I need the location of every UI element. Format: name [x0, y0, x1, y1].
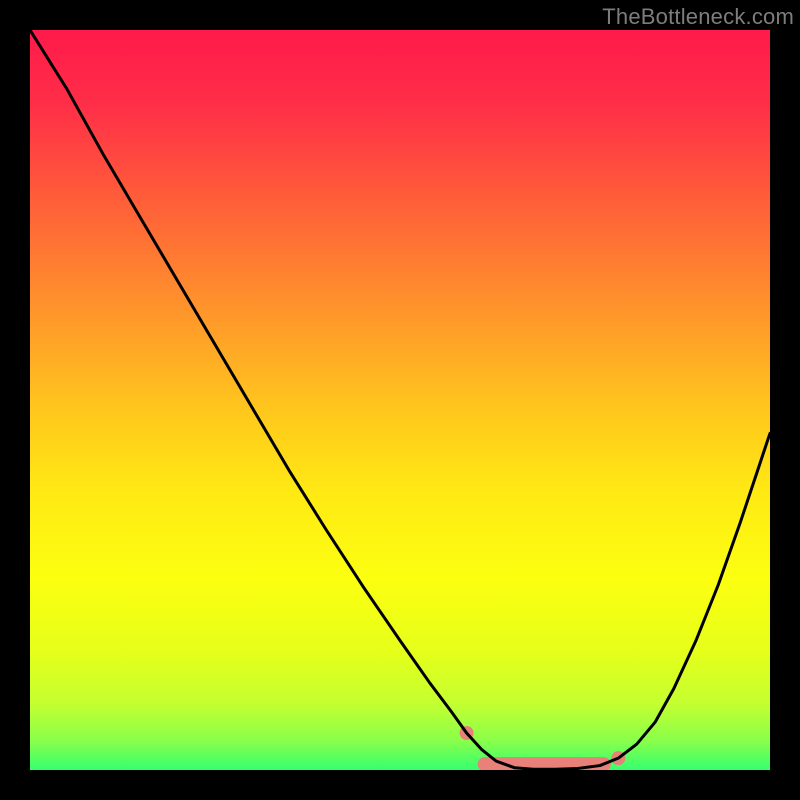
watermark-text: TheBottleneck.com	[602, 4, 794, 30]
chart-svg	[30, 30, 770, 770]
gradient-background	[30, 30, 770, 770]
chart-container: TheBottleneck.com	[0, 0, 800, 800]
plot-area	[30, 30, 770, 770]
